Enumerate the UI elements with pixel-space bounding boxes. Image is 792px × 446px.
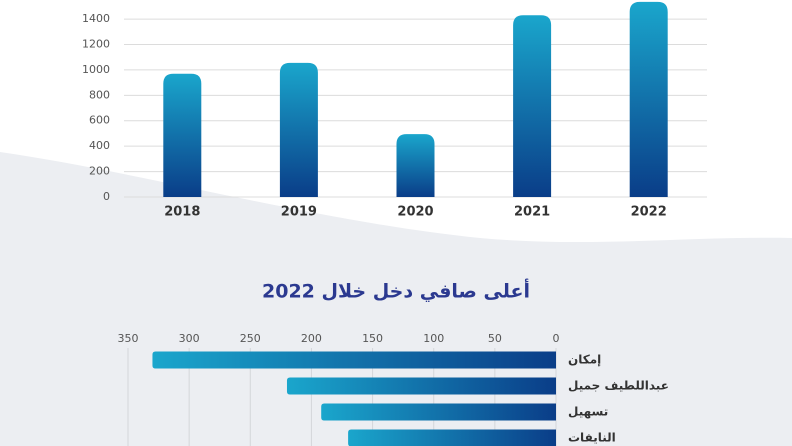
x-tick-label: 200 bbox=[301, 332, 322, 345]
y-tick-label: 1400 bbox=[82, 12, 110, 25]
bar bbox=[513, 15, 552, 197]
bar bbox=[321, 403, 556, 421]
x-tick-label: 0 bbox=[553, 332, 560, 345]
y-tick-label: إمكان bbox=[568, 353, 601, 367]
y-tick-label: تسهيل bbox=[568, 405, 608, 419]
y-tick-label: 1000 bbox=[82, 63, 110, 76]
y-tick-label: النايفات bbox=[568, 431, 616, 445]
chart-title: أعلى صافي دخل خلال 2022 bbox=[262, 279, 530, 303]
x-tick-label: 300 bbox=[179, 332, 200, 345]
x-tick-label: 2018 bbox=[164, 205, 200, 220]
bar bbox=[152, 351, 556, 369]
bar bbox=[286, 377, 556, 395]
bar bbox=[396, 134, 435, 197]
y-tick-label: 800 bbox=[89, 88, 110, 101]
bar bbox=[163, 73, 202, 197]
y-tick-label: 400 bbox=[89, 139, 110, 152]
x-tick-label: 150 bbox=[362, 332, 383, 345]
y-tick-label: 200 bbox=[89, 165, 110, 178]
bar bbox=[629, 1, 668, 198]
bar bbox=[279, 62, 318, 197]
x-tick-label: 50 bbox=[488, 332, 502, 345]
y-tick-label: 600 bbox=[89, 114, 110, 127]
x-tick-label: 2019 bbox=[281, 205, 317, 220]
bar bbox=[348, 429, 556, 446]
y-tick-label: 1200 bbox=[82, 37, 110, 50]
x-tick-label: 350 bbox=[118, 332, 139, 345]
y-tick-label: 0 bbox=[103, 190, 110, 203]
x-tick-label: 2020 bbox=[397, 205, 433, 220]
x-tick-label: 2021 bbox=[514, 205, 550, 220]
x-tick-label: 250 bbox=[240, 332, 261, 345]
x-tick-label: 100 bbox=[423, 332, 444, 345]
x-tick-label: 2022 bbox=[631, 205, 667, 220]
y-tick-label: عبداللطيف جميل bbox=[568, 379, 669, 393]
